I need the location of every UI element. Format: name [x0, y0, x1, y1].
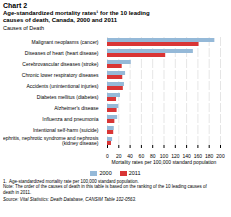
html-text:Chart 2: Chart 2 [3, 2, 28, 9]
svg-text:Malignant neoplasms (cancer): Malignant neoplasms (cancer) [32, 39, 99, 45]
html-text:Note: The order of the causes: Note: The order of the causes of death i… [3, 184, 207, 195]
html-text:Source: Vital Statistics: Deat: Source: Vital Statistics: Death Database… [3, 197, 137, 203]
svg-text:80: 80 [149, 153, 156, 160]
svg-text:Diseases of heart (heart disea: Diseases of heart (heart disease) [25, 50, 99, 56]
svg-text:Nephritis, nephrotic syndrome: Nephritis, nephrotic syndrome and nephro… [3, 136, 99, 147]
svg-text:Accidents (unintentional injur: Accidents (unintentional injuries) [27, 83, 99, 89]
svg-text:Cerebrovascular diseases (stro: Cerebrovascular diseases (stroke) [22, 61, 98, 67]
svg-text:20: 20 [116, 153, 122, 160]
svg-text:60: 60 [138, 153, 145, 160]
svg-text:Alzheimer's disease: Alzheimer's disease [54, 105, 99, 111]
html-text:Causes of Death: Causes of Death [3, 24, 44, 31]
html-text:Age-standardized mortality rat: Age-standardized mortality rates¹ for th… [3, 10, 150, 23]
html-text:2000: 2000 [99, 170, 112, 177]
html-text:1. Age-standardized mortality: 1. Age-standardized mortality rate per 1… [3, 179, 139, 184]
svg-text:Influenza and pneumonia: Influenza and pneumonia [42, 116, 98, 122]
svg-text:Mortality rates per 100,000 st: Mortality rates per 100,000 standard pop… [112, 159, 217, 165]
html-text:2011: 2011 [128, 170, 141, 177]
svg-text:0: 0 [106, 153, 109, 159]
svg-text:Intentional self-harm (suicide: Intentional self-harm (suicide) [33, 127, 99, 133]
svg-text:Diabetes mellitus (diabetes): Diabetes mellitus (diabetes) [37, 94, 99, 100]
svg-text:40: 40 [127, 153, 133, 160]
svg-text:Chronic lower respiratory dise: Chronic lower respiratory diseases [22, 72, 99, 78]
svg-text:200: 200 [216, 153, 225, 159]
html-text:100 120 140 160 180: 100 120 140 160 180 [159, 153, 214, 160]
